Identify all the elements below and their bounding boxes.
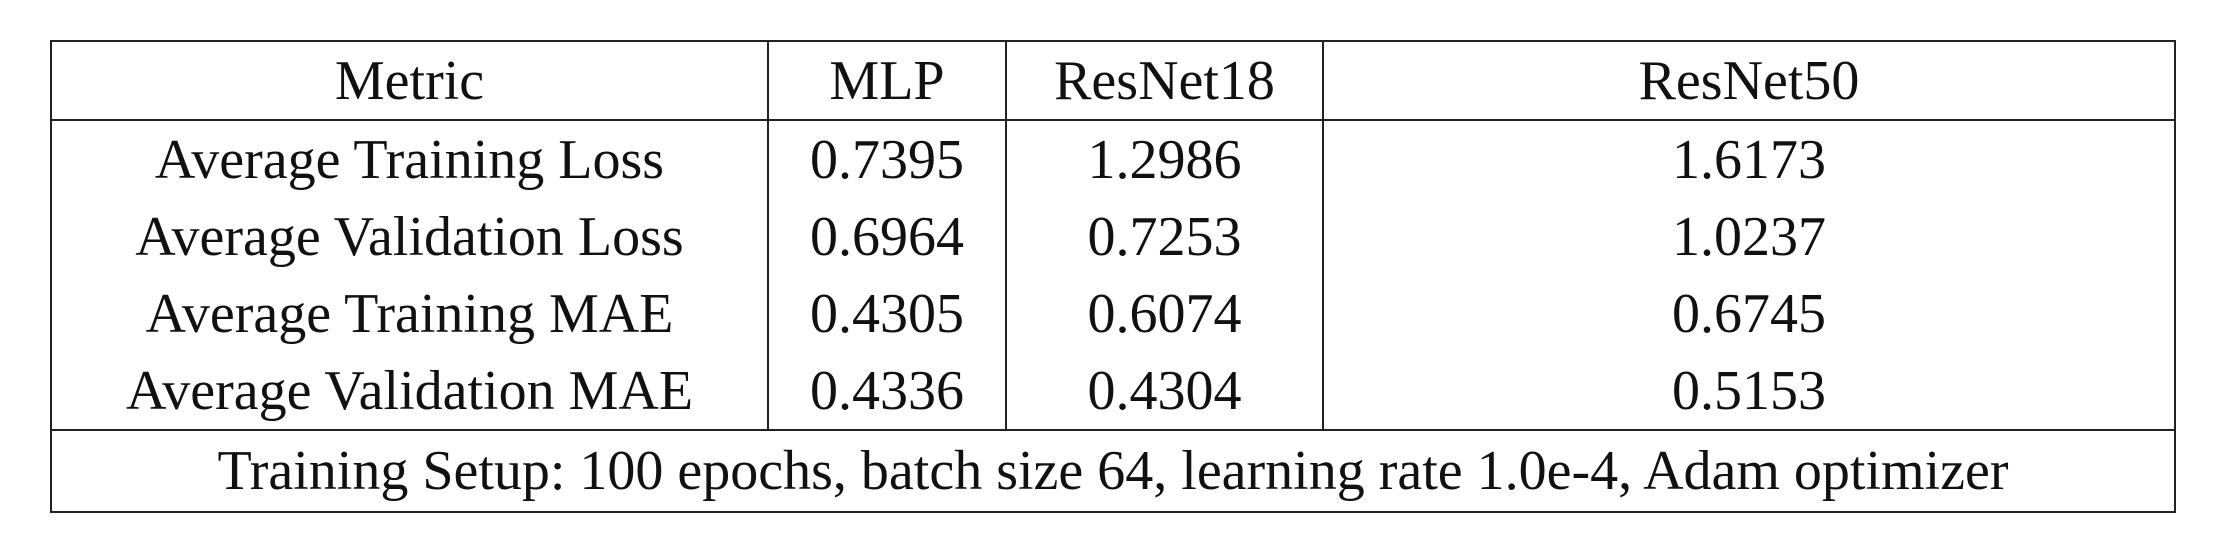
resnet50-cell: 1.6173 — [1322, 120, 2175, 198]
training-setup-note: Training Setup: 100 epochs, batch size 6… — [51, 429, 2175, 512]
resnet50-cell: 0.5153 — [1322, 352, 2175, 430]
table-row: Average Validation MAE 0.4336 0.4304 0.5… — [51, 352, 2175, 430]
mlp-cell: 0.7395 — [767, 120, 1006, 198]
resnet18-cell: 0.4304 — [1005, 352, 1323, 430]
resnet18-cell: 0.7253 — [1005, 198, 1323, 275]
metric-cell: Average Training MAE — [145, 282, 674, 345]
header-mlp: MLP — [767, 41, 1006, 121]
metric-cell: Average Validation MAE — [125, 359, 694, 422]
header-resnet50: ResNet50 — [1322, 41, 2175, 121]
training-setup-row: Training Setup: 100 epochs, batch size 6… — [51, 429, 2175, 512]
resnet50-cell: 1.0237 — [1322, 198, 2175, 275]
resnet50-cell: 0.6745 — [1322, 275, 2175, 352]
mlp-cell: 0.6964 — [767, 198, 1006, 275]
header-resnet18: ResNet18 — [1005, 41, 1323, 121]
metric-cell: Average Training Loss — [154, 128, 665, 191]
table-row: Average Validation Loss 0.6964 0.7253 1.… — [51, 198, 2175, 275]
header-metric: Metric — [51, 41, 768, 121]
resnet18-cell: 0.6074 — [1005, 275, 1323, 352]
table-row: Average Training MAE 0.4305 0.6074 0.674… — [51, 275, 2175, 352]
results-table: Metric MLP ResNet18 ResNet50 Average Tra… — [50, 40, 2176, 513]
table-row: Average Training Loss 0.7395 1.2986 1.61… — [51, 120, 2175, 198]
header-row: Metric MLP ResNet18 ResNet50 — [51, 41, 2175, 121]
resnet18-cell: 1.2986 — [1005, 120, 1323, 198]
metric-cell: Average Validation Loss — [135, 205, 684, 268]
mlp-cell: 0.4336 — [767, 352, 1006, 430]
mlp-cell: 0.4305 — [767, 275, 1006, 352]
